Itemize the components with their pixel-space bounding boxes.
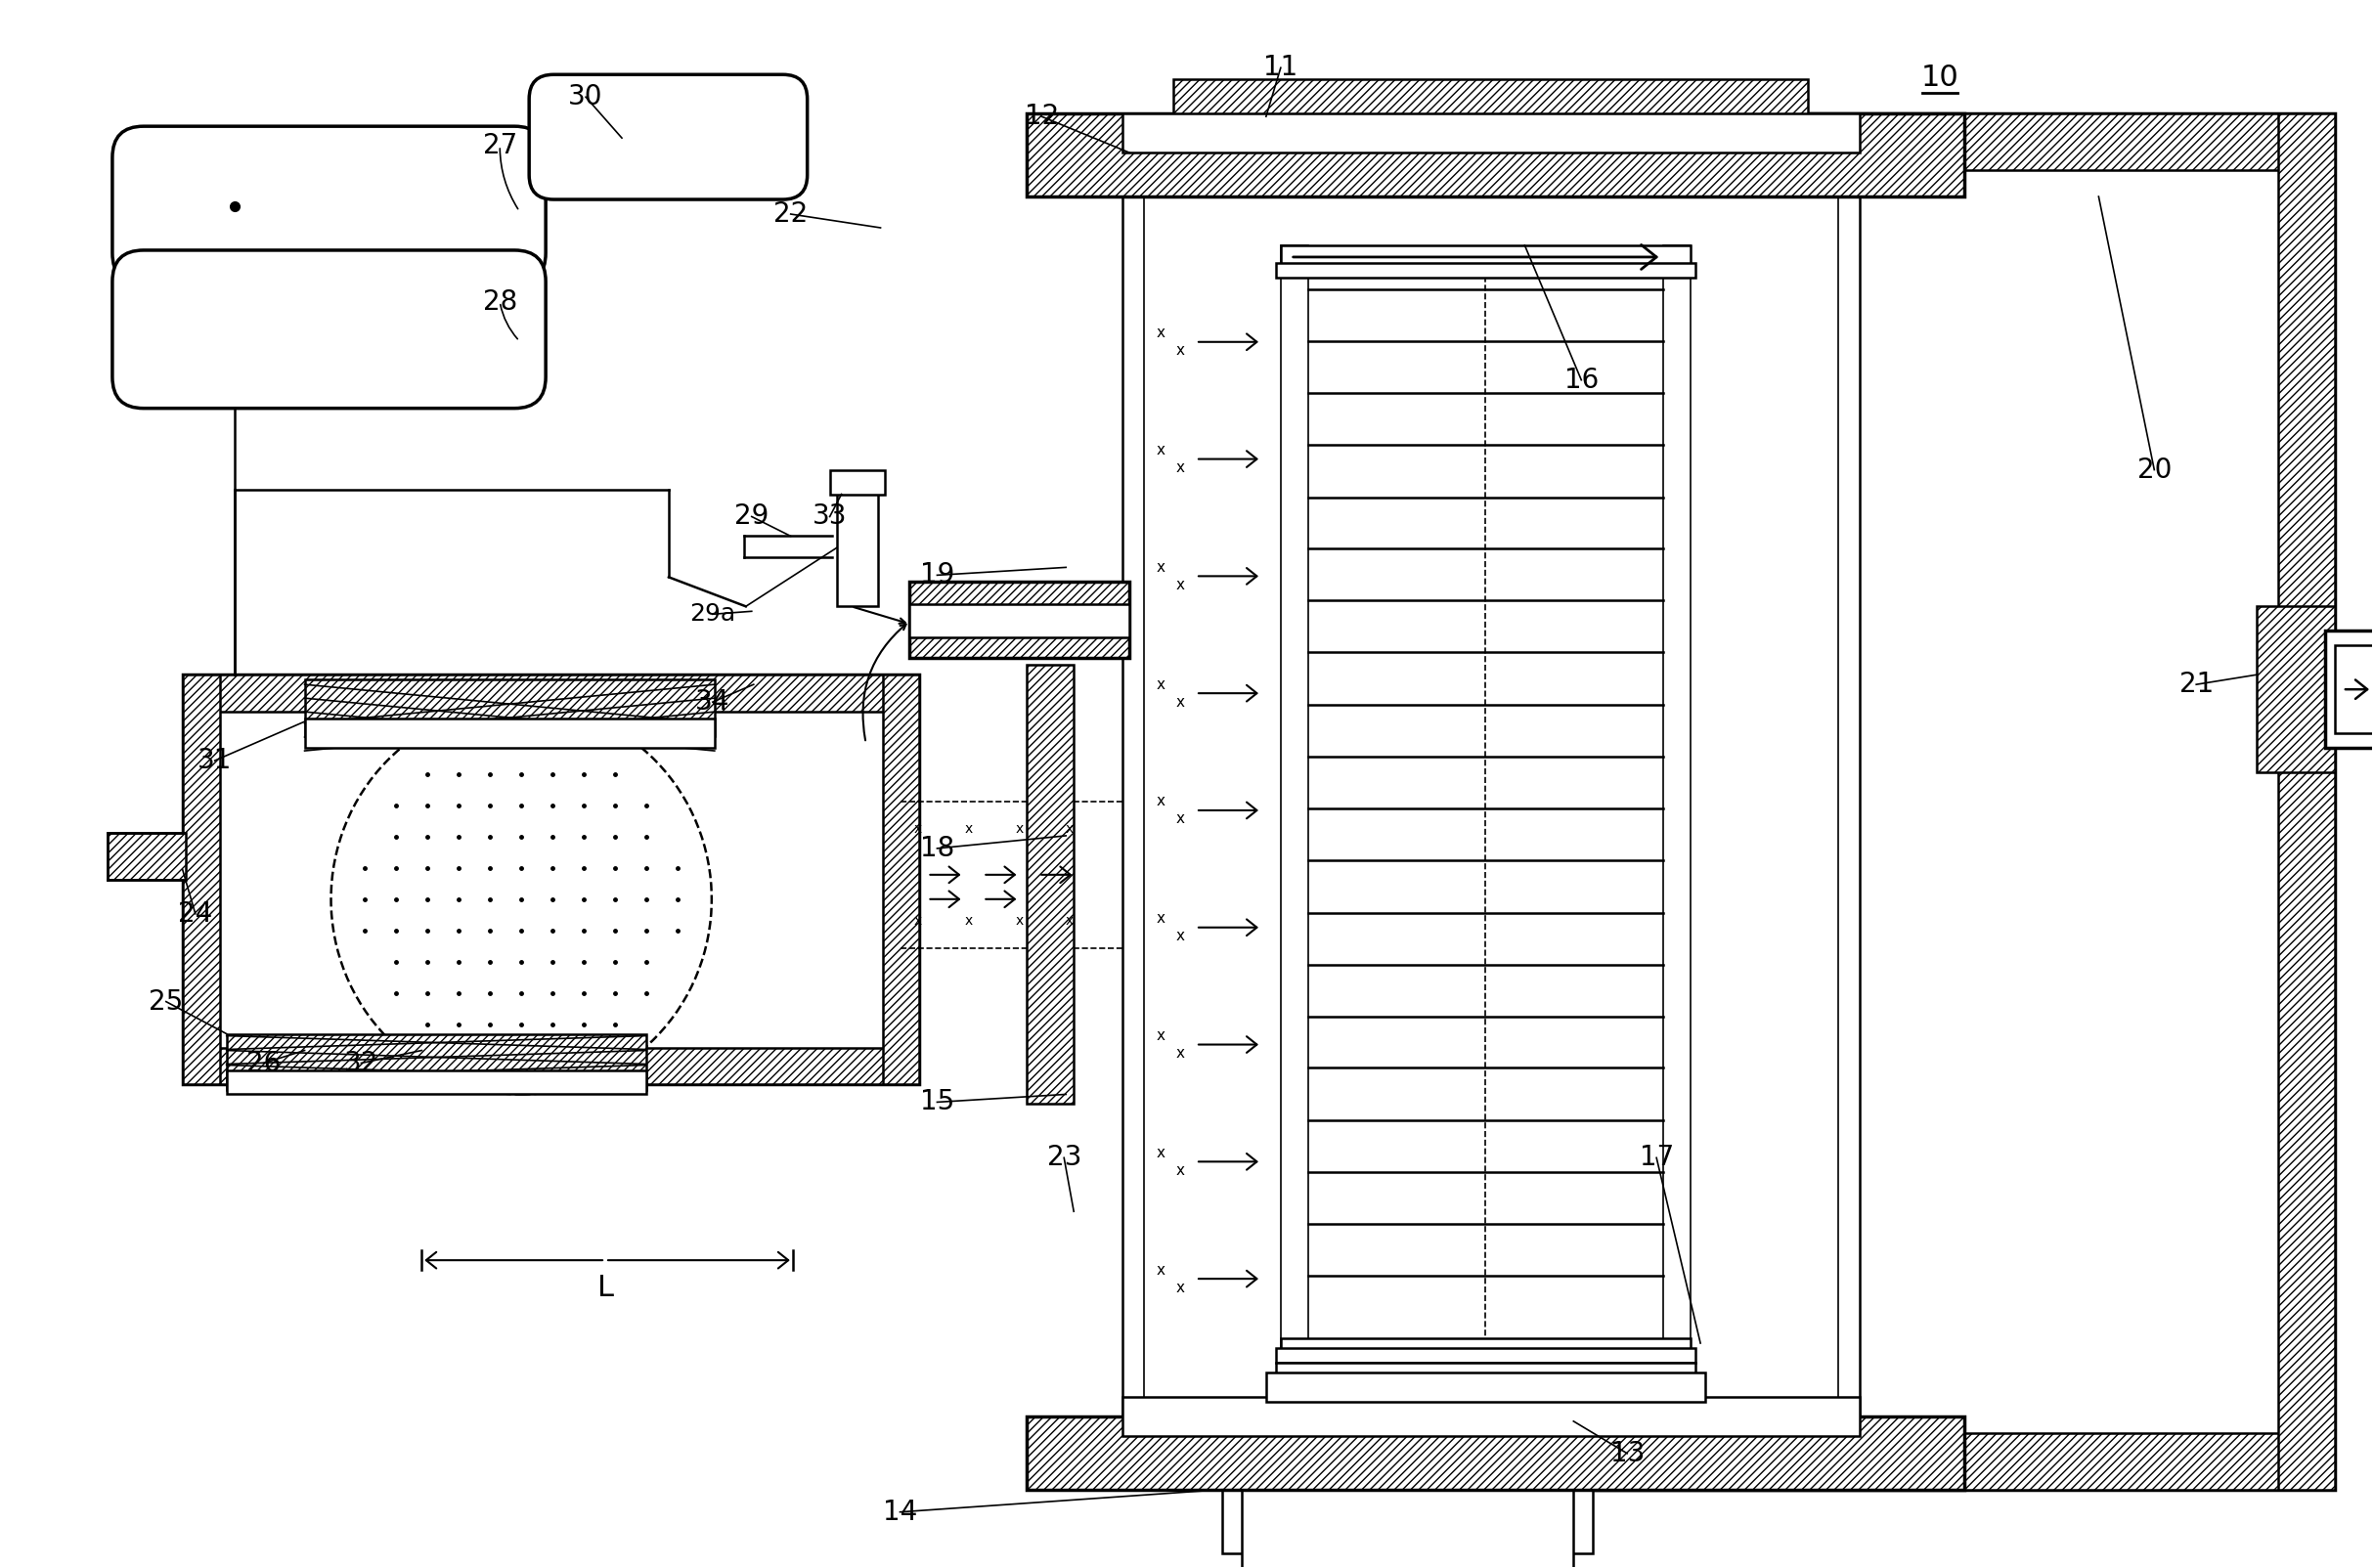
Bar	[2336, 646, 2374, 734]
Bar	[304, 679, 715, 737]
Bar	[1028, 665, 1073, 1104]
Text: x: x	[1175, 1279, 1185, 1295]
Bar	[1275, 1363, 1695, 1377]
Bar	[1144, 149, 1837, 1405]
Bar	[909, 582, 1130, 659]
Text: 27: 27	[482, 132, 518, 160]
Bar	[1173, 80, 1807, 147]
Bar	[183, 674, 919, 712]
Bar	[1455, 113, 2336, 171]
Text: 20: 20	[2137, 456, 2172, 483]
Text: 24: 24	[178, 900, 214, 928]
Text: 17: 17	[1640, 1145, 1674, 1171]
Bar	[183, 1047, 919, 1085]
Bar	[304, 718, 715, 748]
Bar	[1455, 113, 1512, 1490]
Bar	[1280, 245, 1308, 1388]
Bar	[2324, 630, 2374, 748]
Text: x: x	[914, 822, 921, 836]
Text: x: x	[1175, 1163, 1185, 1178]
Text: x: x	[1016, 822, 1023, 836]
Text: x: x	[1156, 677, 1166, 691]
Bar	[183, 674, 919, 1085]
Bar	[836, 480, 878, 607]
Text: x: x	[1156, 1262, 1166, 1278]
Text: 26: 26	[247, 1049, 280, 1077]
Text: 16: 16	[1564, 367, 1598, 394]
Text: x: x	[1156, 560, 1166, 575]
Text: x: x	[1175, 1046, 1185, 1060]
Bar	[1275, 1348, 1695, 1363]
Bar	[1265, 1372, 1705, 1402]
Bar	[1455, 113, 2336, 1490]
Text: x: x	[964, 822, 973, 836]
Bar	[2279, 113, 2336, 1490]
Bar	[183, 674, 221, 1085]
Bar	[1280, 1339, 1690, 1363]
Bar	[1275, 263, 1695, 278]
Bar	[226, 1033, 646, 1090]
Text: 22: 22	[774, 201, 807, 227]
Text: L: L	[596, 1273, 612, 1301]
FancyBboxPatch shape	[529, 75, 807, 199]
Text: 30: 30	[567, 83, 603, 111]
Text: 25: 25	[150, 988, 183, 1016]
Text: x: x	[1175, 343, 1185, 358]
Text: 14: 14	[883, 1499, 916, 1526]
Bar	[1455, 1433, 2336, 1490]
Text: 15: 15	[919, 1088, 954, 1116]
Bar	[1028, 113, 1963, 196]
Text: x: x	[1066, 914, 1073, 927]
Text: x: x	[964, 914, 973, 927]
FancyBboxPatch shape	[112, 127, 546, 284]
Text: 33: 33	[812, 503, 848, 530]
Text: x: x	[1175, 812, 1185, 826]
Text: 28: 28	[482, 289, 518, 315]
Bar	[2258, 607, 2336, 773]
Bar	[909, 604, 1130, 638]
Text: 13: 13	[1610, 1439, 1645, 1468]
Text: x: x	[1156, 1029, 1166, 1043]
Bar	[1123, 1397, 1859, 1436]
Text: x: x	[1156, 795, 1166, 809]
Text: 32: 32	[344, 1049, 377, 1077]
Text: x: x	[1066, 822, 1073, 836]
Text: x: x	[914, 914, 921, 927]
Bar	[1664, 245, 1690, 1388]
FancyBboxPatch shape	[112, 251, 546, 408]
Text: x: x	[1175, 577, 1185, 593]
Bar	[831, 470, 886, 494]
Text: 19: 19	[919, 561, 954, 590]
Text: x: x	[1156, 326, 1166, 340]
Text: x: x	[1156, 442, 1166, 458]
Text: 23: 23	[1047, 1145, 1080, 1171]
Text: 18: 18	[919, 834, 954, 862]
Text: 31: 31	[197, 746, 233, 775]
Bar	[1223, 1490, 1593, 1552]
Text: 34: 34	[696, 688, 729, 715]
Text: 12: 12	[1023, 103, 1059, 130]
Text: 11: 11	[1263, 53, 1299, 82]
Text: x: x	[1175, 461, 1185, 475]
Ellipse shape	[330, 704, 712, 1094]
Text: 10: 10	[1921, 63, 1959, 91]
Bar	[107, 833, 185, 880]
Bar	[1242, 1490, 1574, 1568]
Text: x: x	[1156, 1146, 1166, 1160]
Bar	[1280, 245, 1690, 270]
Bar	[1123, 129, 1859, 1427]
Text: 29: 29	[734, 503, 769, 530]
Text: 29a: 29a	[688, 602, 736, 626]
Text: x: x	[1175, 695, 1185, 709]
Text: x: x	[1016, 914, 1023, 927]
Bar	[1028, 1416, 1963, 1490]
Bar	[226, 1071, 646, 1094]
Bar	[883, 674, 919, 1085]
Bar	[1123, 113, 1859, 152]
Text: x: x	[1156, 911, 1166, 927]
Text: x: x	[1175, 928, 1185, 944]
Text: 21: 21	[2179, 671, 2213, 698]
